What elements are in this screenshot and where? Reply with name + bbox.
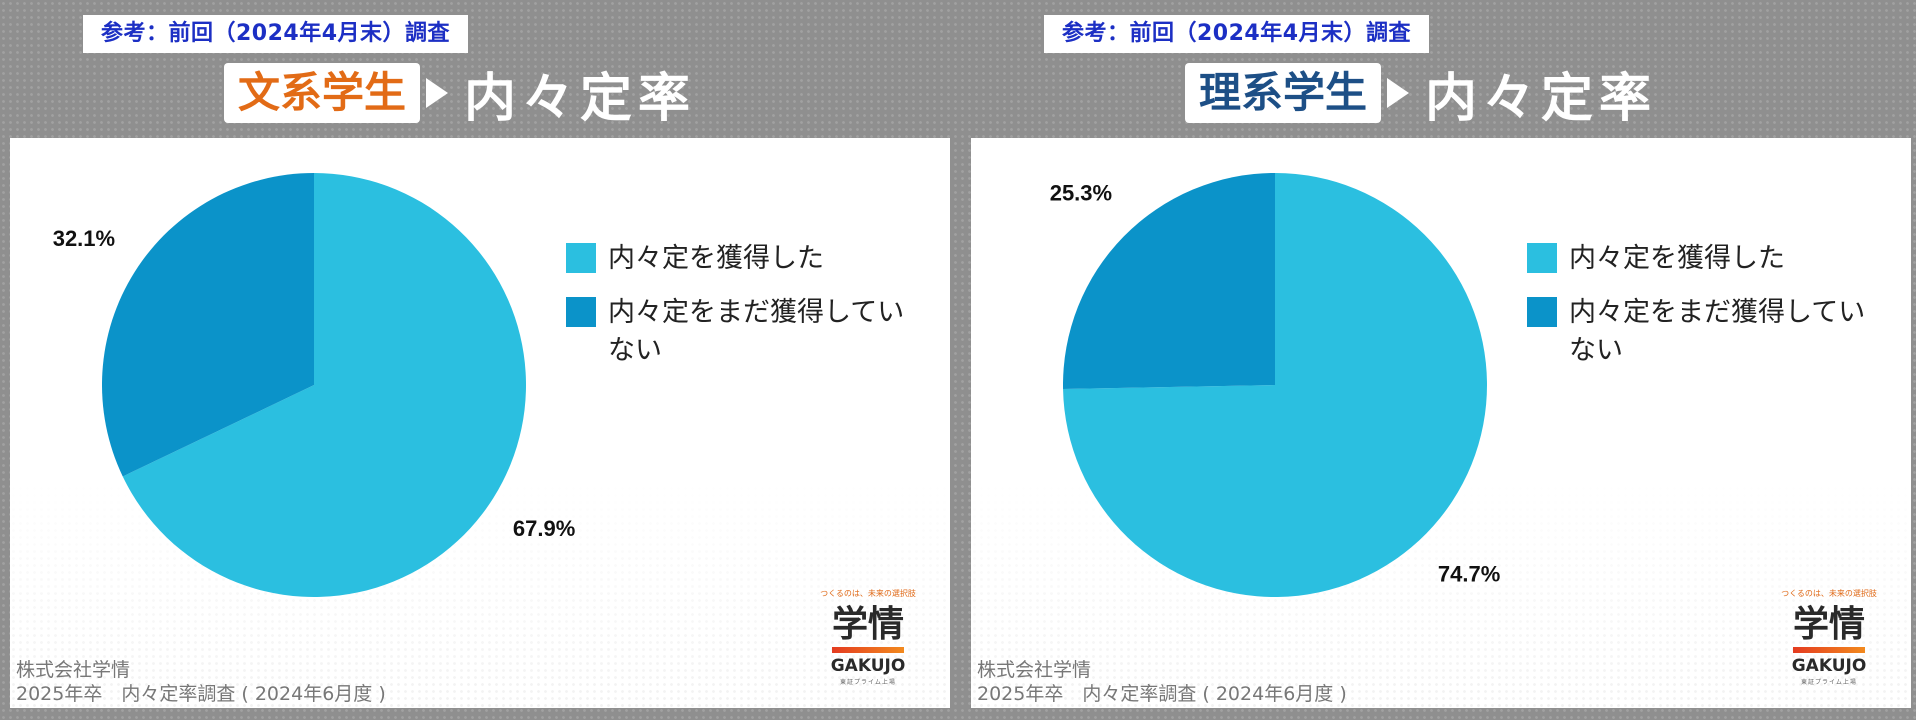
legend-swatch bbox=[1527, 297, 1557, 327]
legend-label: 内々定をまだ獲得していない bbox=[608, 297, 905, 366]
legend-label: 内々定を獲得した bbox=[608, 243, 824, 274]
title-row: 理系学生 内々定率 bbox=[1185, 62, 1657, 129]
source-survey: 2025年卒 内々定率調査 ( 2024年6月度 ) bbox=[977, 683, 1347, 705]
source-footer: 株式会社学情 2025年卒 内々定率調査 ( 2024年6月度 ) bbox=[977, 658, 1347, 706]
legend-item-not-obtained: 内々定をまだ獲得していない bbox=[566, 294, 908, 370]
source-company: 株式会社学情 bbox=[16, 659, 131, 681]
logo-tagline: つくるのは、未来の選択肢 bbox=[1781, 589, 1877, 598]
gakujo-logo: つくるのは、未来の選択肢 学情 GAKUJO 東証プライム上場 bbox=[820, 588, 916, 686]
pie-chart: 67.9% 32.1% bbox=[53, 173, 575, 597]
legend-label: 内々定を獲得した bbox=[1569, 243, 1785, 274]
logo-sub: 東証プライム上場 bbox=[840, 679, 896, 686]
gakujo-logo: つくるのは、未来の選択肢 学情 GAKUJO 東証プライム上場 bbox=[1781, 588, 1877, 686]
pie-data-label: 67.9% bbox=[513, 516, 575, 541]
group-label: 理系学生 bbox=[1185, 63, 1382, 123]
chart-title: 内々定率 bbox=[464, 68, 697, 129]
logo-bar bbox=[1793, 647, 1865, 653]
logo-sub: 東証プライム上場 bbox=[1801, 679, 1857, 686]
legend-item-obtained: 内々定を獲得した bbox=[1527, 240, 1869, 278]
pie-data-label: 74.7% bbox=[1438, 561, 1500, 586]
chart-panel: 67.9% 32.1% 内々定を獲得した 内々定をまだ獲得していない 株式会社学情… bbox=[10, 138, 950, 708]
legend: 内々定を獲得した 内々定をまだ獲得していない bbox=[566, 240, 908, 386]
pie-slice-0 bbox=[122, 173, 527, 597]
chart-title: 内々定率 bbox=[1425, 68, 1658, 129]
pie-slice-0 bbox=[1063, 173, 1488, 597]
logo-mark: 学情 bbox=[831, 604, 904, 645]
pie-chart: 74.7% 25.3% bbox=[1050, 173, 1500, 597]
logo-mark: 学情 bbox=[1792, 604, 1865, 645]
pie-slice-1 bbox=[1063, 173, 1275, 389]
reference-tag: 参考：前回（2024年4月末）調査 bbox=[83, 15, 469, 53]
logo-name: GAKUJO bbox=[1791, 656, 1867, 676]
legend-item-obtained: 内々定を獲得した bbox=[566, 240, 908, 278]
chart-panel: 74.7% 25.3% 内々定を獲得した 内々定をまだ獲得していない 株式会社学情… bbox=[971, 138, 1911, 708]
reference-tag: 参考：前回（2024年4月末）調査 bbox=[1044, 15, 1430, 53]
humanities-half: 参考：前回（2024年4月末）調査 文系学生 内々定率 67.9% 32.1% 内… bbox=[10, 0, 960, 720]
source-company: 株式会社学情 bbox=[977, 659, 1092, 681]
legend: 内々定を獲得した 内々定をまだ獲得していない bbox=[1527, 240, 1869, 386]
pie-slice-1 bbox=[102, 173, 314, 477]
logo-bar bbox=[832, 647, 904, 653]
legend-item-not-obtained: 内々定をまだ獲得していない bbox=[1527, 294, 1869, 370]
science-half: 参考：前回（2024年4月末）調査 理系学生 内々定率 74.7% 25.3% 内… bbox=[971, 0, 1916, 720]
legend-swatch bbox=[566, 243, 596, 273]
legend-label: 内々定をまだ獲得していない bbox=[1569, 297, 1866, 366]
title-row: 文系学生 内々定率 bbox=[224, 62, 696, 129]
pie-data-label: 25.3% bbox=[1050, 180, 1112, 205]
logo-tagline: つくるのは、未来の選択肢 bbox=[820, 589, 916, 598]
title-arrow-icon bbox=[426, 78, 449, 108]
logo-name: GAKUJO bbox=[830, 656, 906, 676]
source-survey: 2025年卒 内々定率調査 ( 2024年6月度 ) bbox=[16, 683, 386, 705]
title-arrow-icon bbox=[1387, 78, 1410, 108]
pie-data-label: 32.1% bbox=[53, 226, 115, 251]
legend-swatch bbox=[566, 297, 596, 327]
legend-swatch bbox=[1527, 243, 1557, 273]
source-footer: 株式会社学情 2025年卒 内々定率調査 ( 2024年6月度 ) bbox=[16, 658, 386, 706]
group-label: 文系学生 bbox=[224, 63, 421, 123]
